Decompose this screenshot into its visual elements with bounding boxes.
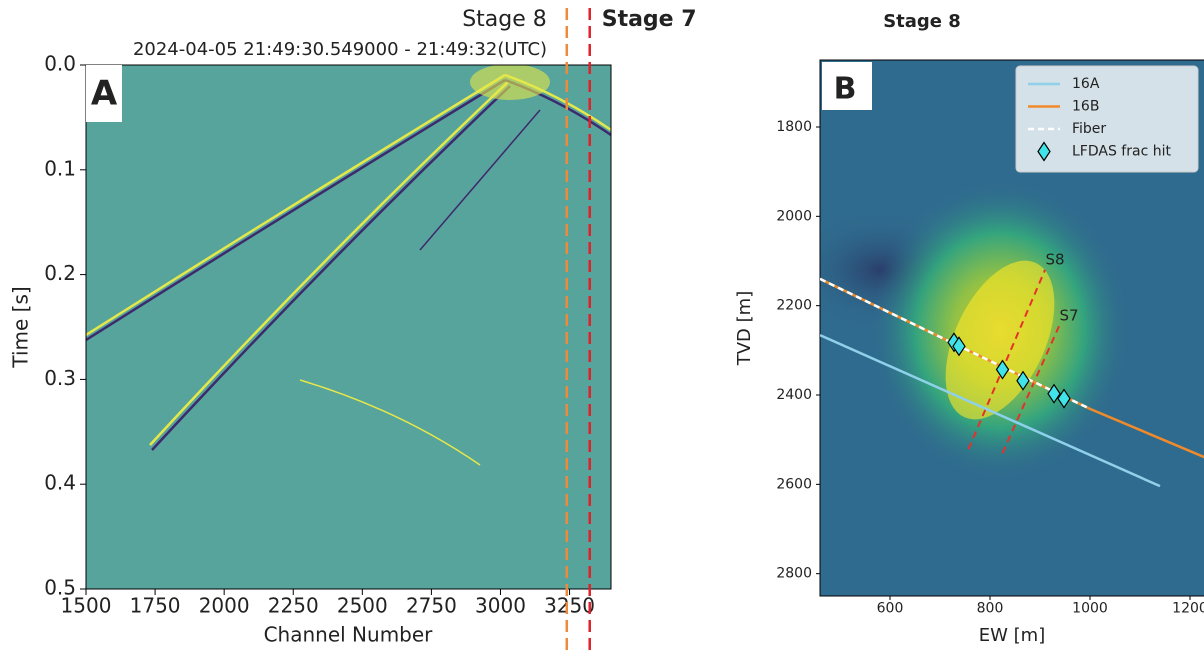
axes-frame: [85, 64, 612, 590]
frac-hit-marker: [1047, 383, 1061, 404]
stage-label: S7: [1059, 307, 1078, 325]
stage-line: [967, 269, 1046, 450]
stage-label: Stage 8: [462, 7, 547, 32]
series-line: [820, 277, 1091, 410]
panel-label: A: [91, 74, 118, 114]
y-tick-label: 2200: [776, 298, 812, 314]
chart-title: Stage 8: [883, 11, 961, 32]
frac-hit-marker: [995, 359, 1010, 380]
y-tick-label: 2400: [776, 387, 812, 403]
stage-label: S8: [1045, 250, 1064, 268]
x-tick-label: 3250: [544, 594, 595, 618]
plot-area: [820, 269, 1204, 488]
x-tick-label: 1200: [1172, 600, 1204, 616]
stage-label: Stage 7: [602, 7, 697, 32]
x-tick-label: 1000: [1072, 600, 1108, 616]
series-line: [820, 334, 1161, 488]
x-tick-label: 2750: [406, 594, 457, 618]
series-line: [820, 277, 1204, 459]
legend-label: LFDAS frac hit: [1072, 144, 1171, 160]
y-tick-label: 2600: [776, 476, 812, 492]
seismic-image: [86, 65, 611, 589]
y-axis-label: Time [s]: [9, 286, 33, 368]
y-tick-label: 0.5: [44, 576, 76, 600]
y-tick-label: 1800: [776, 119, 812, 135]
frac-hit-marker: [1016, 370, 1030, 391]
legend-label: 16A: [1072, 76, 1100, 92]
chart-title: 2024-04-05 21:49:30.549000 - 21:49:32(UT…: [133, 39, 547, 60]
x-tick-label: 1500: [61, 594, 112, 618]
frac-hit-marker: [1057, 388, 1071, 409]
x-tick-label: 2500: [337, 594, 388, 618]
legend-swatch: [1037, 141, 1051, 162]
y-tick-label: 0.4: [44, 471, 76, 495]
legend-box: [1015, 65, 1199, 173]
x-axis-label: EW [m]: [979, 625, 1045, 646]
panel-label-box: [86, 65, 122, 122]
panel-label-box: [822, 62, 872, 110]
frac-hit-marker: [952, 336, 966, 357]
legend-label: 16B: [1072, 99, 1099, 115]
panel-label: B: [834, 72, 857, 107]
legend-label: Fiber: [1072, 121, 1106, 137]
x-tick-label: 3000: [475, 594, 526, 618]
x-tick-label: 1750: [130, 594, 181, 618]
y-tick-label: 2000: [776, 208, 812, 224]
y-tick-label: 0.3: [44, 366, 76, 390]
x-tick-label: 800: [977, 600, 1004, 616]
y-tick-label: 0.0: [44, 52, 76, 76]
x-tick-label: 2000: [199, 594, 250, 618]
y-tick-label: 0.1: [44, 156, 76, 180]
y-tick-label: 0.2: [44, 261, 76, 285]
y-axis-label: TVD [m]: [734, 291, 755, 366]
y-tick-label: 2800: [776, 566, 812, 582]
axes-frame: [819, 59, 1204, 597]
x-tick-label: 600: [877, 600, 904, 616]
x-axis-label: Channel Number: [264, 623, 434, 647]
x-tick-label: 2250: [268, 594, 319, 618]
